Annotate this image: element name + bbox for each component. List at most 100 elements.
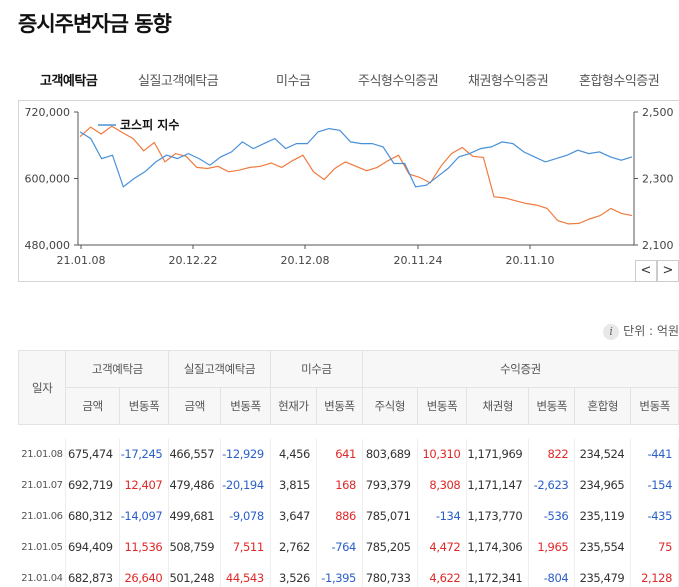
legend-label: 코스피 지수 (120, 117, 179, 132)
subheader-cell: 변동폭 (416, 387, 468, 425)
change-cell: -17,245 (119, 438, 170, 470)
amount-cell: 785,205 (362, 531, 418, 563)
deposit-line (79, 125, 633, 225)
change-cell: 4,622 (417, 562, 468, 587)
table-row: 21.01.04 682,873 26,640 501,248 44,543 3,526-… (18, 562, 679, 587)
change-cell: 641 (316, 438, 363, 470)
amount-cell: 803,689 (362, 438, 418, 470)
amount-cell: 1,174,306 (466, 531, 530, 563)
amount-cell: 1,171,147 (466, 469, 530, 501)
subheader-cell: 혼합형 (574, 387, 632, 425)
right-tick-label: 2,100 (642, 239, 674, 252)
unit-label: i 단위 : 억원 (603, 322, 679, 340)
table-row: 21.01.07 692,719 12,407 479,486 -20,194 3,815… (18, 469, 679, 501)
header-group-customer-deposit: 고객예탁금 (65, 350, 170, 388)
change-cell: 7,511 (220, 531, 271, 563)
amount-cell: 1,173,770 (466, 500, 530, 532)
change-cell: -1,395 (316, 562, 363, 587)
amount-cell: 235,119 (574, 500, 632, 532)
subheader-cell: 변동폭 (220, 387, 271, 425)
amount-cell: 1,172,341 (466, 562, 530, 587)
unit-text: 단위 : 억원 (623, 324, 679, 338)
change-cell: -12,929 (220, 438, 271, 470)
subheader-cell: 변동폭 (315, 387, 363, 425)
change-cell: 4,472 (417, 531, 468, 563)
subheader-cell: 주식형 (361, 387, 418, 425)
amount-cell: 785,071 (362, 500, 418, 532)
tab-mixed-funds[interactable]: 혼합형수익증권 (579, 74, 660, 89)
left-tick-label: 480,000 (25, 239, 71, 252)
date-cell: 21.01.07 (18, 469, 67, 501)
change-cell: 8,308 (417, 469, 468, 501)
change-cell: -2,623 (528, 469, 576, 501)
change-cell: 1,965 (528, 531, 576, 563)
amount-cell: 3,526 (270, 562, 317, 587)
x-tick-label: 21.01.08 (57, 254, 106, 267)
page-title: 증시주변자금 동향 (18, 12, 172, 36)
tab-bar: 고객예탁금 실질고객예탁금 미수금 주식형수익증권 채권형수익증권 혼합형수익증… (18, 70, 679, 96)
left-tick-label: 720,000 (25, 106, 71, 119)
amount-cell: 479,486 (168, 469, 222, 501)
change-cell: 75 (630, 531, 679, 563)
change-cell: -804 (528, 562, 576, 587)
amount-cell: 235,479 (574, 562, 632, 587)
amount-cell: 694,409 (65, 531, 120, 563)
amount-cell: 508,759 (168, 531, 222, 563)
amount-cell: 4,456 (270, 438, 317, 470)
subheader-cell: 변동폭 (118, 387, 170, 425)
change-cell: 822 (528, 438, 576, 470)
kospi-line (79, 127, 633, 188)
info-icon: i (603, 324, 620, 340)
amount-cell: 466,557 (168, 438, 222, 470)
amount-cell: 235,554 (574, 531, 632, 563)
change-cell: 26,640 (119, 562, 170, 587)
amount-cell: 499,681 (168, 500, 222, 532)
tab-unpaid-amount[interactable]: 미수금 (276, 74, 311, 89)
amount-cell: 1,171,969 (466, 438, 530, 470)
change-cell: 2,128 (630, 562, 679, 587)
change-cell: 12,407 (119, 469, 170, 501)
change-cell: -134 (417, 500, 468, 532)
amount-cell: 692,719 (65, 469, 120, 501)
chart-next-button[interactable]: > (657, 260, 679, 282)
table-row: 21.01.05 694,409 11,536 508,759 7,511 2,762 -7… (18, 531, 679, 563)
amount-cell: 2,762 (270, 531, 317, 563)
x-tick-label: 20.11.24 (394, 254, 443, 267)
x-tick-label: 20.11.10 (506, 254, 555, 267)
chart-prev-button[interactable]: < (635, 260, 657, 282)
amount-cell: 680,312 (65, 500, 120, 532)
amount-cell: 234,524 (574, 438, 632, 470)
amount-cell: 501,248 (168, 562, 222, 587)
change-cell: 11,536 (119, 531, 170, 563)
amount-cell: 780,733 (362, 562, 418, 587)
change-cell: -764 (316, 531, 363, 563)
date-cell: 21.01.06 (18, 500, 67, 532)
subheader-cell: 금액 (168, 387, 222, 425)
change-cell: 168 (316, 469, 363, 501)
tab-equity-funds[interactable]: 주식형수익증권 (358, 74, 439, 89)
tab-customer-deposit[interactable]: 고객예탁금 (40, 74, 98, 89)
subheader-cell: 금액 (65, 387, 120, 425)
chart-area (18, 100, 679, 282)
change-cell: 886 (316, 500, 363, 532)
table-row: 21.01.06 680,312 -14,097 499,681 -9,078 3,647… (18, 500, 679, 532)
amount-cell: 682,873 (65, 562, 120, 587)
change-cell: -14,097 (119, 500, 170, 532)
header-group-real-deposit: 실질고객예탁금 (168, 350, 271, 388)
x-tick-label: 20.12.08 (281, 254, 330, 267)
x-tick-label: 20.12.22 (169, 254, 218, 267)
table-row: 21.01.08 675,474 -17,245 466,557 -12,929 4,45… (18, 438, 679, 470)
change-cell: -441 (630, 438, 679, 470)
amount-cell: 793,379 (362, 469, 418, 501)
change-cell: 10,310 (417, 438, 468, 470)
deposit-chart: 720,000 600,000 480,000 2,500 2,300 2,100 21.0… (25, 106, 674, 267)
amount-cell: 675,474 (65, 438, 120, 470)
subheader-cell: 변동폭 (528, 387, 576, 425)
tab-real-customer-deposit[interactable]: 실질고객예탁금 (138, 74, 219, 89)
amount-cell: 3,647 (270, 500, 317, 532)
tab-bond-funds[interactable]: 채권형수익증권 (468, 74, 549, 89)
subheader-row: 금액 변동폭 금액 변동폭 현재가 변동폭 주식형 변동폭 채권형 변동폭 혼합형 변동폭 (19, 387, 679, 425)
date-cell: 21.01.08 (18, 438, 67, 470)
left-tick-label: 600,000 (25, 173, 71, 186)
change-cell: -9,078 (220, 500, 271, 532)
